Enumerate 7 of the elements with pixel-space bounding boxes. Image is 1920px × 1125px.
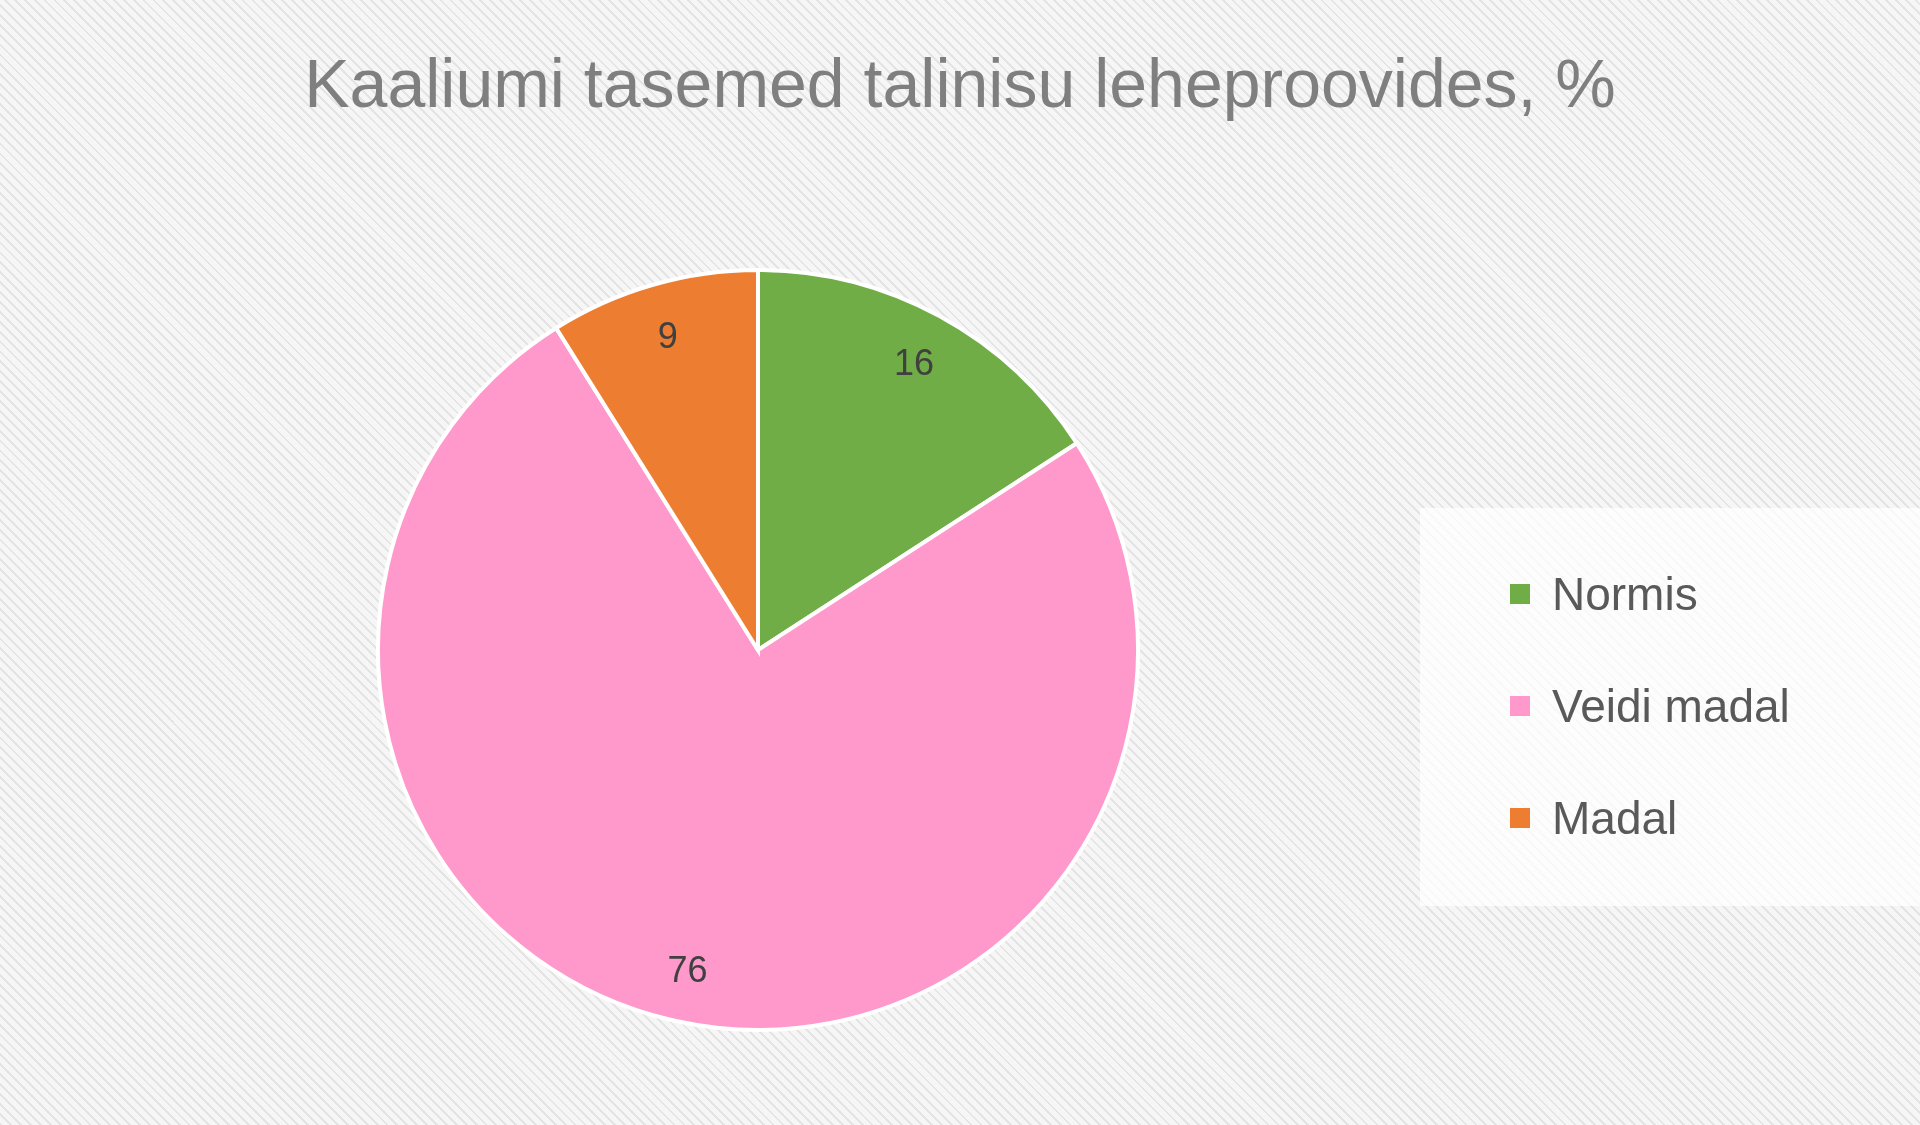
data-label: 9: [657, 315, 678, 357]
chart-title: Kaaliumi tasemed talinisu leheproovides, %: [303, 44, 1617, 123]
data-label: 16: [893, 342, 935, 384]
legend-label: Madal: [1552, 791, 1678, 845]
data-label: 76: [667, 948, 708, 990]
legend-label: Veidi madal: [1552, 679, 1790, 733]
legend-label: Normis: [1552, 567, 1698, 621]
